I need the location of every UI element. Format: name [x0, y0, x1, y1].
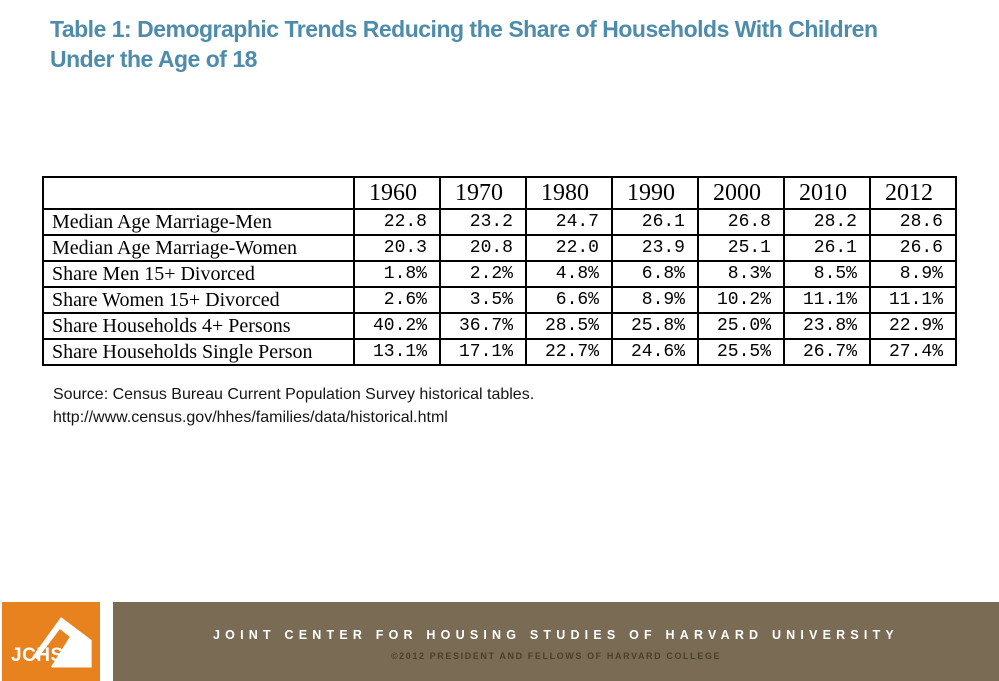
- data-cell: 13.1%: [353, 338, 441, 366]
- data-cell: 11.1%: [869, 286, 957, 314]
- footer-copyright-text: ©2012 PRESIDENT AND FELLOWS OF HARVARD C…: [390, 651, 722, 661]
- table-header-row: 1960 1970 1980 1990 2000 2010 2012: [42, 176, 957, 210]
- footer-bar: JOINT CENTER FOR HOUSING STUDIES OF HARV…: [113, 602, 999, 681]
- data-cell: 26.8: [697, 208, 785, 236]
- table-row: Share Women 15+ Divorced 2.6% 3.5% 6.6% 8.9%…: [42, 286, 957, 314]
- year-column-header: 2000: [697, 176, 785, 210]
- year-column-header: 1980: [525, 176, 613, 210]
- row-label: Median Age Marriage-Men: [42, 208, 355, 236]
- data-cell: 26.1: [783, 234, 871, 262]
- row-label: Share Men 15+ Divorced: [42, 260, 355, 288]
- data-cell: 28.5%: [525, 312, 613, 340]
- data-cell: 24.6%: [611, 338, 699, 366]
- data-cell: 40.2%: [353, 312, 441, 340]
- footer-org-text: JOINT CENTER FOR HOUSING STUDIES OF HARV…: [213, 628, 899, 642]
- jchs-logo: JCHS: [2, 602, 100, 681]
- page-title: Table 1: Demographic Trends Reducing the…: [50, 14, 995, 74]
- data-cell: 28.6: [869, 208, 957, 236]
- row-label: Share Households 4+ Persons: [42, 312, 355, 340]
- demographic-table: 1960 1970 1980 1990 2000 2010 2012 Median Age …: [42, 176, 957, 366]
- data-cell: 2.2%: [439, 260, 527, 288]
- data-cell: 8.5%: [783, 260, 871, 288]
- year-column-header: 1960: [353, 176, 441, 210]
- data-cell: 36.7%: [439, 312, 527, 340]
- data-cell: 3.5%: [439, 286, 527, 314]
- title-line-2: Under the Age of 18: [50, 46, 257, 72]
- logo-text: JCHS: [11, 645, 64, 666]
- table-row: Share Households Single Person 13.1% 17.1%…: [42, 338, 957, 366]
- table-row: Share Men 15+ Divorced 1.8% 2.2% 4.8% 6.8% 8.…: [42, 260, 957, 288]
- data-cell: 28.2: [783, 208, 871, 236]
- data-cell: 27.4%: [869, 338, 957, 366]
- year-column-header: 2012: [869, 176, 957, 210]
- data-cell: 4.8%: [525, 260, 613, 288]
- year-column-header: 1970: [439, 176, 527, 210]
- table-row: Median Age Marriage-Women 20.3 20.8 22.0 23.…: [42, 234, 957, 262]
- house-roof-cut: [35, 629, 70, 670]
- data-cell: 8.9%: [611, 286, 699, 314]
- data-cell: 6.8%: [611, 260, 699, 288]
- data-cell: 10.2%: [697, 286, 785, 314]
- year-column-header: 1990: [611, 176, 699, 210]
- table-body: Median Age Marriage-Men 22.8 23.2 24.7 26.1 2…: [42, 208, 957, 366]
- data-cell: 22.8: [353, 208, 441, 236]
- data-cell: 24.7: [525, 208, 613, 236]
- data-cell: 8.3%: [697, 260, 785, 288]
- source-note: Source: Census Bureau Current Population…: [53, 383, 534, 429]
- title-line-1: Table 1: Demographic Trends Reducing the…: [50, 16, 878, 42]
- row-label: Share Women 15+ Divorced: [42, 286, 355, 314]
- data-cell: 25.8%: [611, 312, 699, 340]
- data-cell: 2.6%: [353, 286, 441, 314]
- data-cell: 11.1%: [783, 286, 871, 314]
- data-cell: 26.1: [611, 208, 699, 236]
- data-cell: 17.1%: [439, 338, 527, 366]
- source-url: http://www.census.gov/hhes/families/data…: [53, 409, 448, 426]
- table-row: Median Age Marriage-Men 22.8 23.2 24.7 26.1 2…: [42, 208, 957, 236]
- year-column-header: 2010: [783, 176, 871, 210]
- data-cell: 20.3: [353, 234, 441, 262]
- row-label: Median Age Marriage-Women: [42, 234, 355, 262]
- data-cell: 20.8: [439, 234, 527, 262]
- data-cell: 25.1: [697, 234, 785, 262]
- source-text: Source: Census Bureau Current Population…: [53, 386, 535, 403]
- data-cell: 22.0: [525, 234, 613, 262]
- data-cell: 23.2: [439, 208, 527, 236]
- data-cell: 25.5%: [697, 338, 785, 366]
- table-corner-cell: [42, 176, 355, 210]
- data-cell: 8.9%: [869, 260, 957, 288]
- table-row: Share Households 4+ Persons 40.2% 36.7% 28.…: [42, 312, 957, 340]
- data-cell: 25.0%: [697, 312, 785, 340]
- data-cell: 23.8%: [783, 312, 871, 340]
- data-cell: 22.9%: [869, 312, 957, 340]
- data-cell: 22.7%: [525, 338, 613, 366]
- row-label: Share Households Single Person: [42, 338, 355, 366]
- data-cell: 23.9: [611, 234, 699, 262]
- data-cell: 26.7%: [783, 338, 871, 366]
- data-cell: 26.6: [869, 234, 957, 262]
- house-icon: [32, 617, 92, 670]
- data-cell: 1.8%: [353, 260, 441, 288]
- data-cell: 6.6%: [525, 286, 613, 314]
